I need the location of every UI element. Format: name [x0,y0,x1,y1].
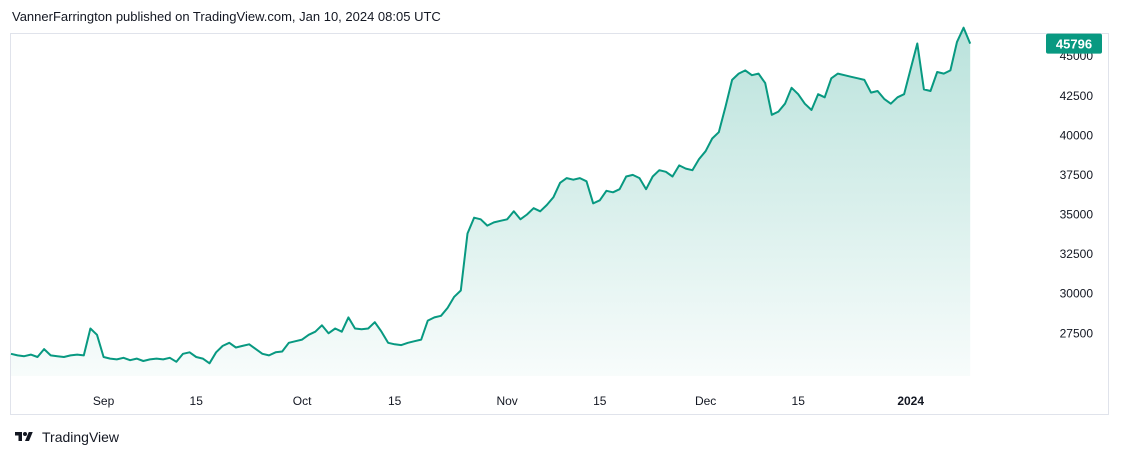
last-price-label: 45796 [1056,37,1092,52]
x-tick-label: 15 [388,394,402,408]
last-price-badge [1046,33,1102,54]
x-tick-label: 15 [190,394,204,408]
x-tick-label: Nov [496,394,517,408]
x-tick-label: 15 [593,394,607,408]
y-tick-label: 42500 [1060,89,1094,103]
y-tick-label: 37500 [1060,168,1094,182]
price-series-line [10,26,972,365]
published-info: VannerFarrington published on TradingVie… [12,9,441,24]
y-tick-label: 30000 [1060,287,1094,301]
chart-frame [10,33,1109,415]
y-tick-label: 32500 [1060,247,1094,261]
y-tick-label: 27500 [1060,326,1094,340]
tradingview-logo-icon [15,432,33,441]
tradingview-footer[interactable]: TradingView [12,429,119,445]
brand-name: TradingView [42,429,120,445]
y-tick-label: 35000 [1060,208,1094,222]
y-tick-label: 40000 [1060,128,1094,142]
price-area-fill [11,27,971,376]
x-tick-label: 2024 [897,394,924,408]
x-tick-label: Dec [695,394,716,408]
price-chart[interactable]: 2750030000325003500037500400004250045000… [0,0,1121,415]
x-tick-label: 15 [792,394,806,408]
x-tick-label: Oct [293,394,312,408]
x-tick-label: Sep [93,394,115,408]
